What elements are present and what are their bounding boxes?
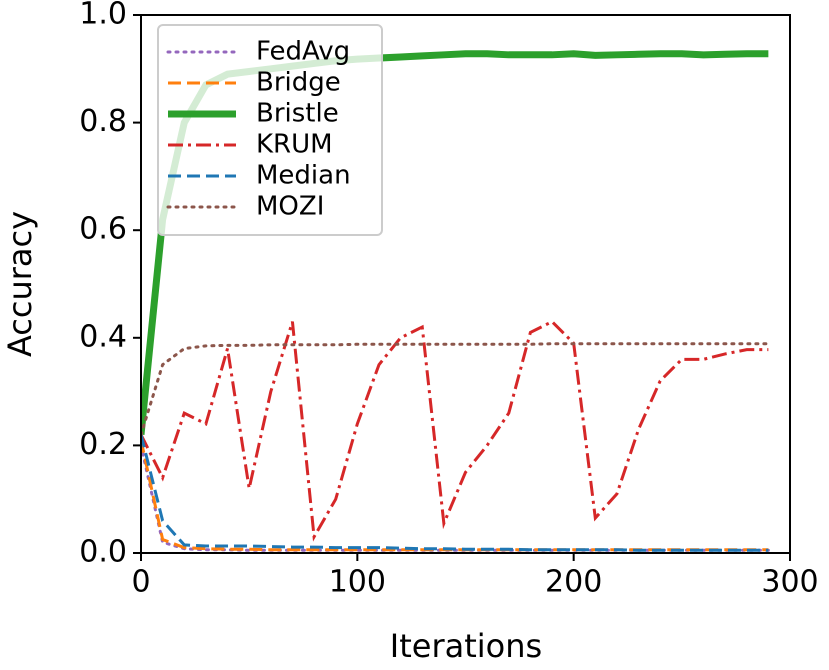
y-tick-label: 0.0: [79, 535, 127, 570]
series-line: [141, 342, 770, 437]
x-tick-label: 200: [545, 565, 602, 600]
x-tick-label: 300: [761, 565, 818, 600]
y-tick-label: 0.2: [79, 427, 127, 462]
legend-label: KRUM: [256, 130, 333, 160]
x-tick-label: 0: [131, 565, 150, 600]
series-line: [141, 319, 769, 542]
legend-label: MOZI: [256, 192, 324, 222]
y-axis-label: Accuracy: [1, 211, 39, 357]
series-line: [141, 439, 769, 552]
legend-label: FedAvg: [256, 37, 350, 67]
y-tick-label: 1.0: [79, 0, 127, 32]
legend-label: Bristle: [256, 99, 339, 129]
plot-frame: [140, 14, 791, 554]
y-tick-label: 0.8: [79, 104, 127, 139]
y-tick-label: 0.4: [79, 319, 127, 354]
legend-label: Median: [256, 161, 351, 191]
legend-label: Bridge: [256, 68, 341, 98]
series-line: [141, 434, 769, 552]
y-tick-label: 0.6: [79, 212, 127, 247]
x-axis-label: Iterations: [390, 627, 542, 665]
legend-box: [157, 24, 383, 236]
x-tick-label: 100: [329, 565, 386, 600]
